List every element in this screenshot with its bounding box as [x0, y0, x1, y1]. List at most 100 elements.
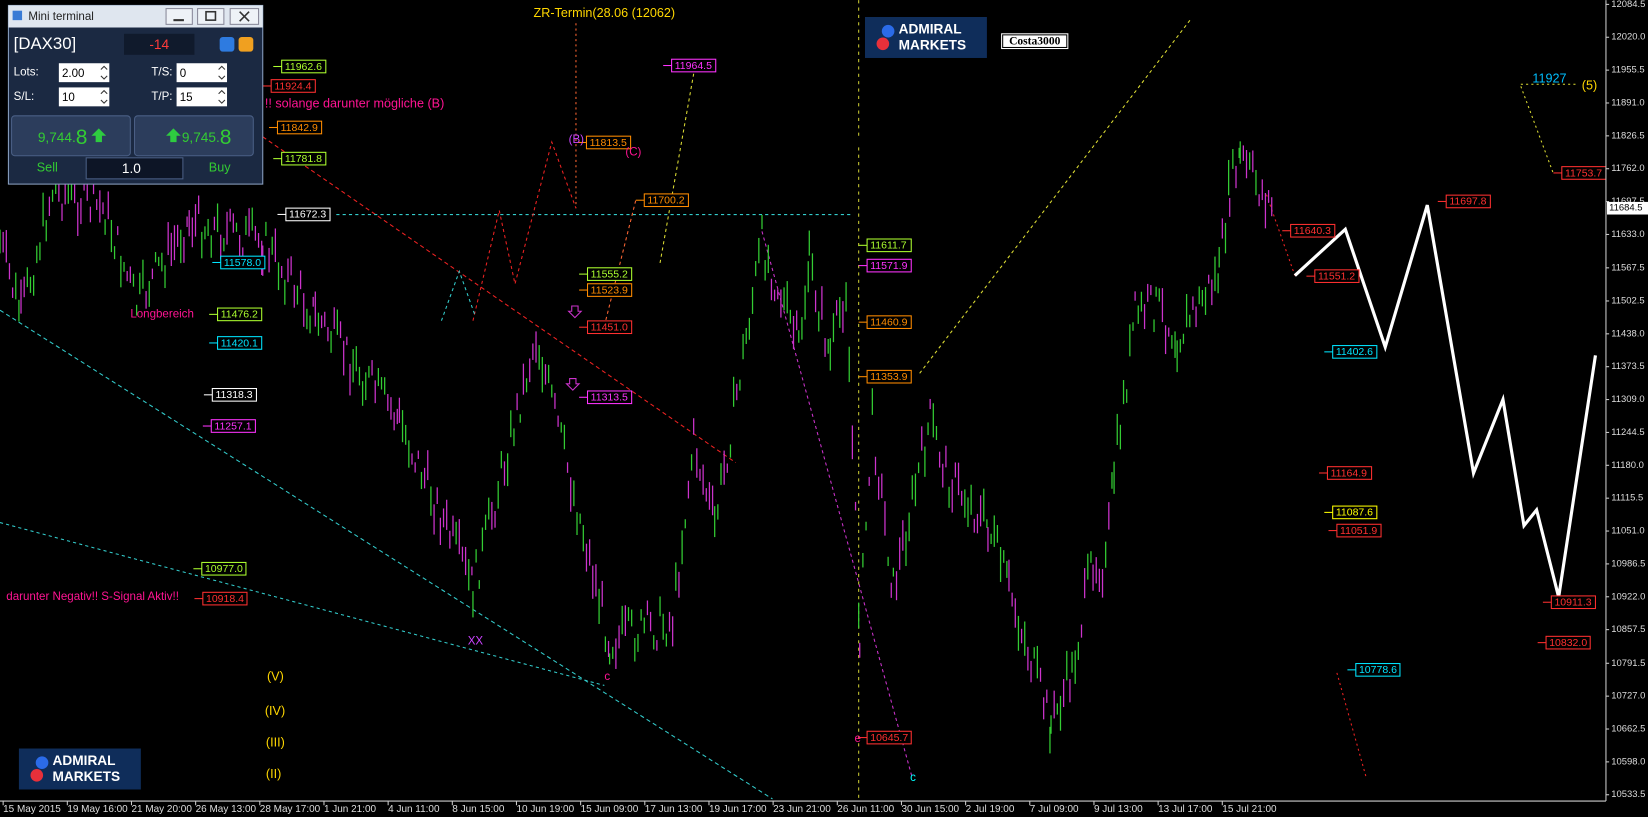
- logo-dot: [35, 756, 49, 769]
- y-tick-label: 11244.5: [1611, 427, 1644, 438]
- input-box[interactable]: [176, 87, 228, 107]
- price-label-box: [643, 193, 689, 208]
- field-label: Lots:: [14, 67, 39, 79]
- y-tick-label: 10533.5: [1611, 789, 1645, 800]
- annotation: (5): [1582, 79, 1597, 93]
- price-label-box: [1332, 505, 1378, 520]
- price-label: 11523.9: [591, 284, 628, 296]
- spinner[interactable]: [100, 89, 108, 104]
- price-label: 10645.7: [870, 732, 908, 744]
- price-last: 8: [76, 125, 88, 148]
- price-axis: 12084.5 12020.0 11955.5 11891.0 11826.5 11762…: [1605, 0, 1648, 817]
- input-box[interactable]: [176, 63, 228, 83]
- price-label-box: [1355, 663, 1401, 677]
- price-label: 10918.4: [206, 593, 244, 605]
- input-box[interactable]: [58, 87, 110, 107]
- x-tick-label: 15 May 2015: [3, 804, 61, 815]
- x-tick-label: 9 Jul 13:00: [1094, 804, 1143, 815]
- spinner[interactable]: [100, 65, 108, 80]
- y-tick-label: 11051.0: [1611, 526, 1644, 537]
- x-tick-label: 17 Jun 13:00: [645, 804, 703, 815]
- price-label: 11697.8: [1449, 196, 1486, 208]
- symbol: [DAX30]: [14, 34, 77, 53]
- annotation: darunter Negativ!! S-Signal Aktiv!!: [6, 591, 179, 603]
- price-label: 11753.7: [1565, 167, 1602, 179]
- axis-background: [0, 801, 1606, 817]
- x-tick-label: 19 Jun 17:00: [709, 804, 767, 815]
- y-tick-label: 12084.5: [1611, 0, 1645, 10]
- annotation: XX: [468, 635, 484, 647]
- logo-background: [18, 748, 141, 790]
- price-label-box: [211, 387, 257, 402]
- price-label: 11420.1: [221, 337, 258, 349]
- price-last: 8: [220, 125, 232, 148]
- up-arrow: [91, 128, 107, 143]
- axis-background: [1605, 0, 1648, 817]
- x-tick-label: 8 Jun 15:00: [452, 804, 505, 815]
- y-tick-label: 10791.5: [1611, 658, 1645, 669]
- price-label: 11257.1: [214, 420, 251, 432]
- minimize-button[interactable]: [165, 8, 193, 25]
- settings-button[interactable]: [219, 36, 235, 52]
- y-tick-label: 11826.5: [1611, 130, 1644, 141]
- price-label: 11578.0: [224, 257, 261, 269]
- spread: -14: [149, 37, 169, 52]
- annotation: 11927: [1532, 71, 1566, 85]
- time-axis: 15 May 2015 19 May 16:00 21 May 20:00 26 Ma…: [0, 800, 1606, 817]
- y-tick-label: 11762.0: [1611, 163, 1644, 174]
- price-label-box: [210, 419, 256, 433]
- price-label: 11460.9: [870, 316, 907, 328]
- y-tick-label: 11309.0: [1611, 394, 1644, 405]
- price-label: 11571.9: [870, 260, 907, 272]
- annotation: !! solange darunter mögliche (B): [265, 97, 444, 111]
- buy-button[interactable]: [134, 115, 254, 157]
- input-box[interactable]: [58, 63, 110, 83]
- y-tick-label: 11373.5: [1611, 361, 1644, 372]
- trade-price: 9,744.8: [38, 125, 88, 148]
- annotation: (III): [266, 736, 285, 750]
- price-label-box: [217, 336, 263, 350]
- forecast-line: [1293, 204, 1598, 598]
- arrow-glyph: [565, 378, 581, 391]
- maximize-glyph: [205, 10, 217, 21]
- price-label-box: [866, 238, 912, 253]
- volume-box[interactable]: [85, 157, 184, 180]
- y-tick-label: 10727.0: [1611, 691, 1645, 702]
- field-label: T/S:: [151, 67, 172, 79]
- input-value: 10: [62, 92, 75, 104]
- trend-line: [603, 199, 637, 327]
- logo-dot: [881, 24, 895, 38]
- trend-line: [1265, 194, 1296, 276]
- sell-button[interactable]: [11, 115, 131, 157]
- y-tick-label: 11438.0: [1611, 328, 1644, 339]
- price-label: 11451.0: [591, 322, 628, 334]
- x-tick-label: 15 Jun 09:00: [581, 804, 639, 815]
- x-tick-label: 19 May 16:00: [67, 804, 128, 815]
- spinner[interactable]: [218, 89, 226, 104]
- price-label: 10832.0: [1549, 637, 1587, 649]
- close-glyph: [239, 11, 250, 22]
- x-tick-label: 21 May 20:00: [131, 804, 192, 815]
- maximize-button[interactable]: [197, 8, 225, 25]
- price-label: 11353.9: [870, 371, 907, 383]
- price-label-box: [585, 135, 632, 150]
- price-label-box: [281, 151, 327, 166]
- x-tick-label: 2 Jul 19:00: [966, 804, 1015, 815]
- current-price-box: [1607, 201, 1648, 215]
- expand-button[interactable]: [238, 36, 254, 52]
- price-label-box: [1326, 466, 1373, 480]
- price-label-box: [217, 307, 263, 322]
- price-label-box: [220, 255, 266, 270]
- price-label: 11051.9: [1340, 525, 1377, 537]
- price-label-box: [1332, 345, 1378, 359]
- spinner[interactable]: [218, 65, 226, 80]
- annotation: c: [910, 772, 916, 784]
- trend-line: [659, 73, 695, 264]
- annotation: c: [604, 671, 610, 683]
- price-main: 9,745.: [182, 129, 220, 144]
- x-tick-label: 28 May 17:00: [260, 804, 321, 815]
- price-label: 11842.9: [281, 122, 318, 134]
